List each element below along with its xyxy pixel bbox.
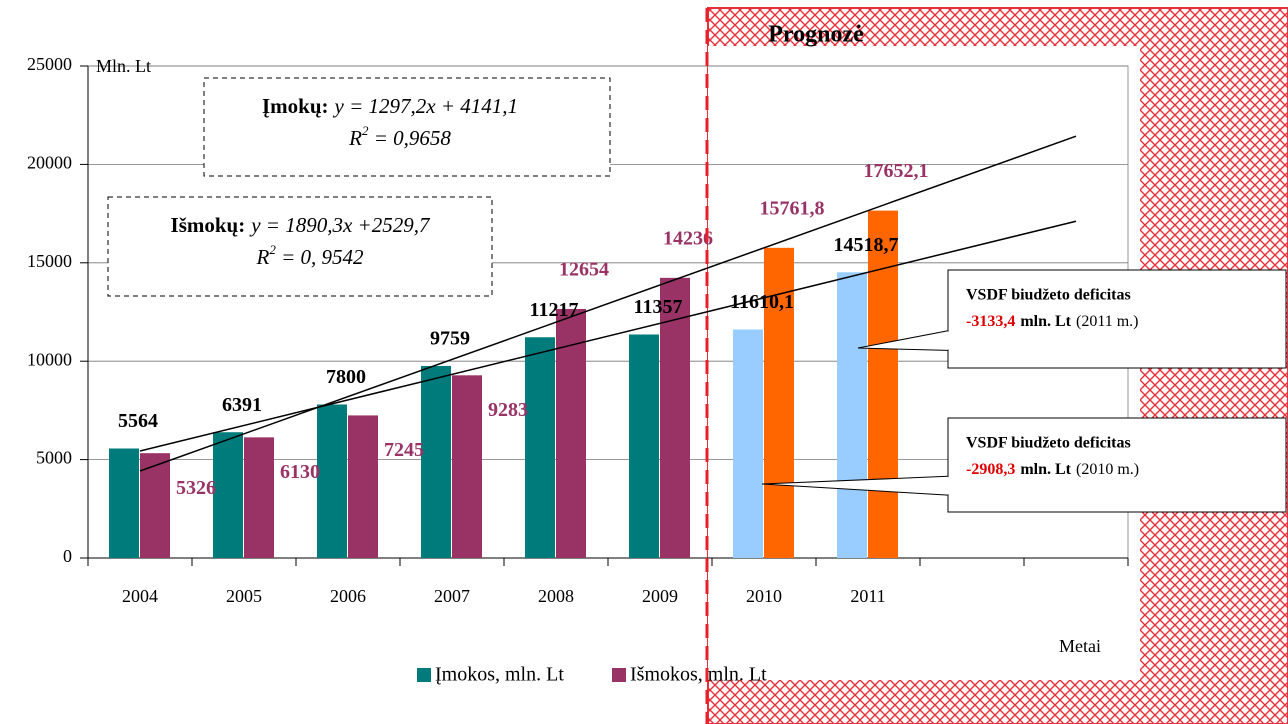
r-value: = 0,9658 (368, 126, 451, 150)
x-axis-label: Metai (1059, 636, 1101, 656)
bar (140, 453, 170, 558)
y-tick-label: 15000 (27, 251, 72, 271)
legend-swatch (612, 668, 626, 682)
y-axis-label: Mln. Lt (96, 56, 151, 76)
y-tick-label: 10000 (27, 349, 72, 369)
bar (660, 277, 690, 558)
bar (837, 272, 867, 558)
callout-box (947, 417, 1287, 513)
data-label: 5326 (176, 477, 216, 499)
data-label: 11217 (530, 299, 579, 321)
bar (244, 437, 274, 558)
bar (556, 308, 586, 558)
bar (525, 337, 555, 558)
bar (213, 432, 243, 558)
r-symbol: R (256, 245, 270, 269)
x-tick-label: 2011 (850, 586, 885, 606)
bar (421, 365, 451, 558)
callout-note: (2010 m.) (1076, 461, 1139, 478)
legend-swatch (417, 668, 431, 682)
x-tick-label: 2008 (538, 586, 574, 606)
y-tick-label: 0 (63, 546, 72, 566)
bar (629, 334, 659, 558)
x-tick-label: 2007 (434, 586, 470, 606)
data-label: 9283 (488, 399, 528, 421)
bar (733, 329, 763, 558)
r-squared: R2 = 0,9658 (348, 123, 451, 150)
bar (868, 210, 898, 558)
data-label: 6391 (222, 394, 262, 416)
data-label: 11610,1 (730, 291, 794, 313)
equation-label: Įmokų: (262, 94, 329, 118)
bar (109, 448, 139, 558)
data-label: 17652,1 (864, 160, 929, 182)
equation-box (107, 196, 493, 297)
bar (348, 415, 378, 558)
callout-unit: mln. Lt (1020, 313, 1071, 330)
trendline (139, 220, 1077, 452)
data-label: 7245 (384, 439, 424, 461)
callout-text: -2908,3 mln. Lt (2010 m.) (966, 461, 1139, 478)
bar (452, 375, 482, 558)
r-squared: R2 = 0, 9542 (256, 242, 364, 269)
r-exponent: 2 (269, 242, 276, 257)
legend-label: Įmokos, mln. Lt (435, 664, 564, 686)
callout-title: VSDF biudžeto deficitas (966, 435, 1131, 452)
equation: Išmokų: y = 1890,3x +2529,7 (171, 213, 431, 237)
equation-text: y = 1297,2x + 4141,1 (333, 94, 518, 118)
data-label: 15761,8 (760, 197, 825, 219)
x-tick-label: 2006 (330, 586, 366, 606)
data-label: 14518,7 (834, 234, 899, 256)
x-tick-label: 2005 (226, 586, 262, 606)
callout-value: -2908,3 (966, 461, 1015, 478)
r-value: = 0, 9542 (276, 245, 364, 269)
bar (317, 404, 347, 558)
data-label: 5564 (118, 410, 158, 432)
callout-pointer (857, 330, 949, 351)
equation-text: y = 1890,3x +2529,7 (249, 213, 431, 237)
data-label: 12654 (559, 259, 609, 281)
r-symbol: R (348, 126, 362, 150)
y-tick-label: 5000 (36, 448, 72, 468)
bar (764, 247, 794, 558)
callout-unit: mln. Lt (1020, 461, 1071, 478)
x-tick-label: 2004 (122, 586, 158, 606)
data-label: 7800 (326, 366, 366, 388)
x-tick-label: 2010 (746, 586, 782, 606)
data-label: 6130 (280, 461, 320, 483)
data-label: 9759 (430, 328, 470, 350)
y-tick-label: 20000 (27, 153, 72, 173)
forecast-label: Prognozė (768, 22, 864, 48)
callout-text: -3133,4 mln. Lt (2011 m.) (966, 313, 1139, 330)
x-tick-label: 2009 (642, 586, 678, 606)
callout-value: -3133,4 (966, 313, 1015, 330)
r-exponent: 2 (362, 123, 369, 138)
data-label: 14236 (663, 227, 713, 249)
trendline (139, 135, 1077, 472)
y-tick-label: 25000 (27, 54, 72, 74)
legend-label: Išmokos, mln. Lt (630, 664, 767, 686)
equation-label: Išmokų: (171, 213, 246, 237)
equation: Įmokų: y = 1297,2x + 4141,1 (262, 94, 518, 118)
callout-box (947, 269, 1287, 369)
callout-note: (2011 m.) (1076, 313, 1139, 330)
data-label: 11357 (634, 296, 683, 318)
equation-box (203, 77, 611, 177)
callout-title: VSDF biudžeto deficitas (966, 287, 1131, 304)
callout-pointer (761, 475, 949, 496)
